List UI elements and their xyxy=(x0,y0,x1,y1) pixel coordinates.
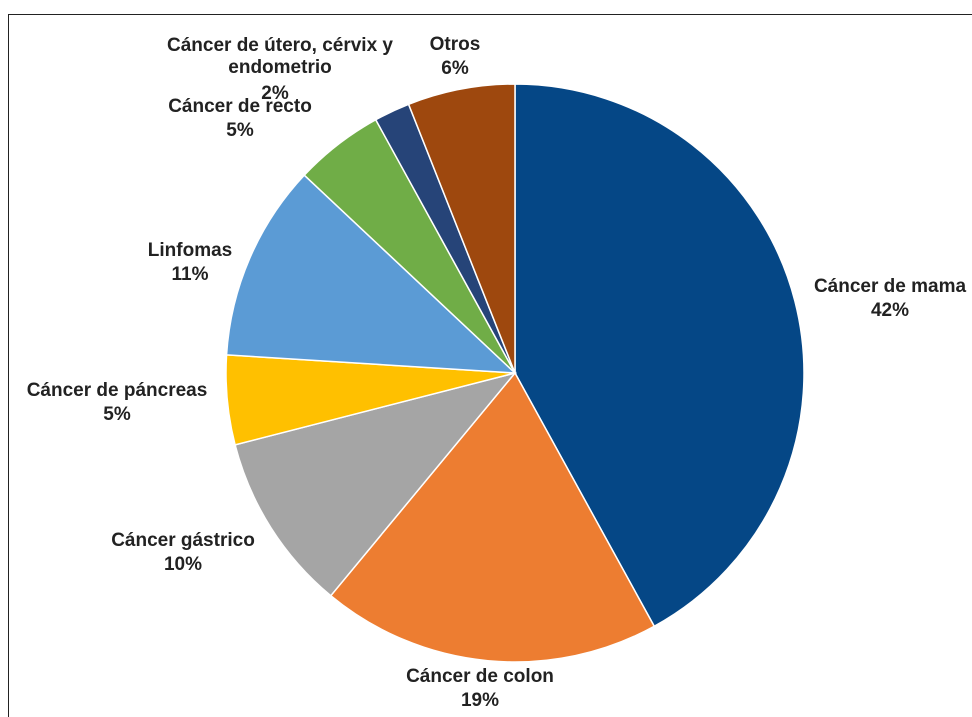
slice-label: Otros xyxy=(429,34,481,55)
slice-label: Linfomas xyxy=(147,240,233,261)
slice-value-label: 2% xyxy=(261,83,289,104)
pie-slice xyxy=(234,371,518,597)
pie-slice xyxy=(407,83,516,374)
slice-value-label: 42% xyxy=(870,300,910,321)
slice-label: Cáncer gástrico xyxy=(111,530,255,551)
slice-value-label: 6% xyxy=(441,58,469,79)
slice-value-label: 5% xyxy=(103,404,131,425)
slice-label: Cáncer de colon xyxy=(406,666,554,687)
slice-value-label: 10% xyxy=(163,554,203,575)
pie-slice xyxy=(329,371,656,663)
slice-label: Cáncer de útero, cérvix y endometrio xyxy=(167,35,393,78)
pie-slice xyxy=(225,174,518,374)
slice-label: Cáncer de mama xyxy=(813,276,967,297)
slice-value-label: 11% xyxy=(171,264,209,285)
frame xyxy=(8,14,972,717)
pie-slice xyxy=(514,83,805,628)
slice-label: Cáncer de recto xyxy=(168,96,312,117)
slice-value-label: 5% xyxy=(226,120,254,141)
slice-label: Cáncer de páncreas xyxy=(26,380,208,401)
slice-value-label: 19% xyxy=(460,690,500,711)
